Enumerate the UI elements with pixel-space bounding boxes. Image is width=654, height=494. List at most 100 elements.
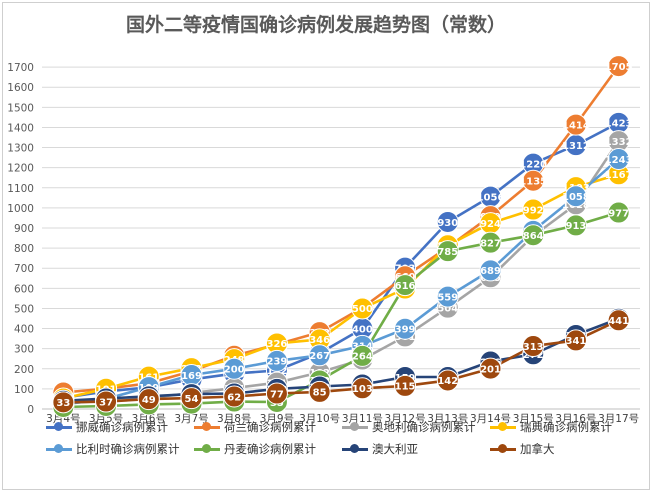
data-label: 264	[352, 352, 373, 363]
y-tick-label: 500	[14, 303, 34, 315]
data-point	[564, 185, 587, 208]
data-label: 1056	[477, 192, 505, 203]
data-label: 115	[395, 382, 416, 393]
data-label: 1243	[605, 155, 633, 166]
legend-item: 澳大利亚	[342, 441, 490, 457]
data-point	[607, 148, 630, 171]
data-label: 346	[309, 335, 330, 346]
legend-item: 瑞典确诊病例累计	[490, 419, 638, 435]
data-point	[522, 169, 545, 192]
data-point	[351, 344, 374, 367]
data-label: 54	[185, 394, 199, 405]
data-point	[95, 390, 118, 413]
data-point	[479, 357, 502, 380]
legend-row: 比利时确诊病例累计 丹麦确诊病例累计 澳大利亚 加拿大	[46, 438, 646, 460]
data-label: 77	[270, 389, 284, 400]
data-point	[479, 259, 502, 282]
data-label: 785	[437, 247, 458, 258]
y-tick-label: 300	[14, 344, 34, 356]
legend-swatch	[194, 422, 220, 432]
data-label: 441	[608, 316, 629, 327]
legend-item: 丹麦确诊病例累计	[194, 441, 342, 457]
data-point	[308, 380, 331, 403]
data-label: 103	[352, 384, 373, 395]
data-point	[607, 201, 630, 224]
x-tick-label: 3月5号	[89, 413, 123, 425]
data-point	[436, 240, 459, 263]
data-label: 201	[480, 364, 501, 375]
data-point	[351, 377, 374, 400]
data-point	[394, 317, 417, 340]
y-tick-label: 600	[14, 283, 34, 295]
data-label: 62	[227, 392, 241, 403]
data-label: 689	[480, 266, 501, 277]
data-label: 500	[352, 304, 373, 315]
y-tick-label: 1400	[7, 122, 34, 134]
y-tick-label: 1000	[7, 203, 34, 215]
data-label: 913	[565, 221, 586, 232]
data-label: 924	[480, 219, 501, 230]
data-point	[522, 224, 545, 247]
data-label: 37	[99, 397, 113, 408]
data-label: 827	[480, 238, 501, 249]
legend-swatch	[342, 444, 368, 454]
data-label: 1414	[562, 120, 590, 131]
data-point	[308, 344, 331, 367]
data-point	[265, 349, 288, 372]
data-label: 930	[437, 218, 458, 229]
x-tick-label: 3月13号	[427, 413, 468, 425]
data-point	[607, 55, 630, 78]
data-point	[607, 309, 630, 332]
chart-title: 国外二等疫情国确诊病例发展趋势图（常数）	[126, 13, 506, 36]
data-label: 1423	[605, 119, 633, 130]
x-tick-label: 3月7号	[174, 413, 208, 425]
data-point	[564, 113, 587, 136]
legend: 挪威确诊病例累计 荷兰确诊病例累计 奥地利确诊病例累计 瑞典确诊病例累计 比利时确诊病例…	[46, 416, 646, 460]
data-point	[564, 214, 587, 237]
y-tick-label: 900	[14, 223, 34, 235]
y-tick-label: 1500	[7, 102, 34, 114]
data-label: 864	[523, 231, 544, 242]
legend-label: 挪威确诊病例累计	[76, 420, 168, 434]
data-label: 1058	[562, 192, 590, 203]
legend-label: 荷兰确诊病例累计	[224, 420, 316, 434]
data-point	[564, 329, 587, 352]
data-label: 326	[266, 339, 287, 350]
data-point	[436, 285, 459, 308]
y-tick-label: 700	[14, 263, 34, 275]
data-label: 142	[437, 376, 458, 387]
y-tick-label: 200	[14, 364, 34, 376]
data-point	[180, 387, 203, 410]
legend-label: 澳大利亚	[372, 442, 418, 456]
data-label: 1332	[605, 137, 633, 148]
data-label: 616	[395, 281, 416, 292]
data-point	[394, 274, 417, 297]
data-label: 1705	[605, 62, 633, 73]
data-label: 341	[565, 336, 586, 347]
data-label: 1312	[562, 141, 590, 152]
data-point	[137, 388, 160, 411]
y-tick-label: 1600	[7, 82, 34, 94]
legend-row: 挪威确诊病例累计 荷兰确诊病例累计 奥地利确诊病例累计 瑞典确诊病例累计	[46, 416, 646, 438]
chart-frame	[2, 2, 650, 490]
data-point	[522, 335, 545, 358]
legend-item: 奥地利确诊病例累计	[342, 419, 490, 435]
y-tick-label: 1300	[7, 143, 34, 155]
data-label: 504	[437, 303, 458, 314]
data-point	[479, 231, 502, 254]
data-label: 200	[224, 365, 245, 376]
data-label: 313	[523, 342, 544, 353]
data-label: 49	[142, 395, 156, 406]
legend-label: 加拿大	[520, 442, 555, 456]
data-label: 267	[309, 351, 330, 362]
x-tick-label: 3月10号	[299, 413, 340, 425]
data-point	[351, 297, 374, 320]
y-tick-label: 0	[27, 404, 34, 416]
x-tick-label: 3月6号	[132, 413, 166, 425]
data-label: 977	[608, 208, 629, 219]
legend-item: 加拿大	[490, 441, 638, 457]
legend-swatch	[490, 422, 516, 432]
legend-swatch	[194, 444, 220, 454]
legend-label: 瑞典确诊病例累计	[520, 420, 612, 434]
